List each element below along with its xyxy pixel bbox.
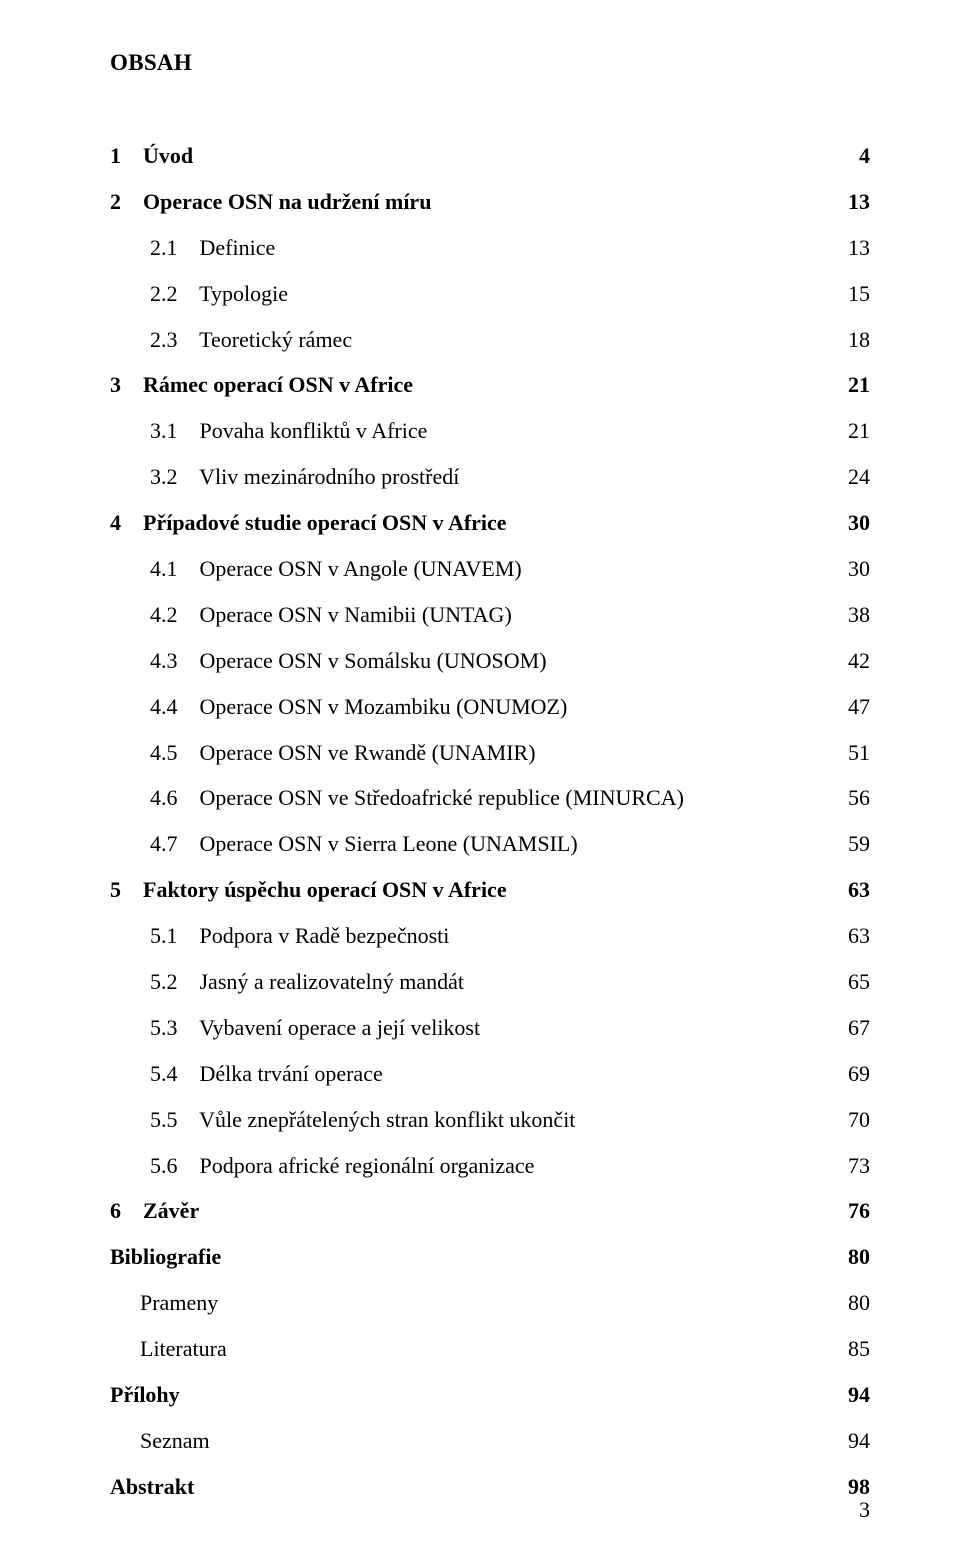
toc-row: 3 Rámec operací OSN v Africe 21 [110,369,870,401]
toc-entry-page: 13 [842,232,870,264]
toc-row: Literatura 85 [110,1333,870,1365]
toc-row: Přílohy 94 [110,1379,870,1411]
toc-row: 6 Závěr 76 [110,1195,870,1227]
toc-entry-label: 4.6 Operace OSN ve Středoafrické republi… [110,782,684,814]
toc-entry-page: 21 [842,415,870,447]
toc-row: Seznam 94 [110,1425,870,1457]
toc-row: 5.1 Podpora v Radě bezpečnosti 63 [110,920,870,952]
page-container: OBSAH 1 Úvod 4 2 Operace OSN na udržení mí… [0,0,960,1567]
toc-entry-label: 2.2 Typologie [110,278,288,310]
toc-entry-page: 69 [842,1058,870,1090]
toc-entry-page: 24 [842,461,870,493]
page-number: 3 [859,1497,870,1523]
toc-entry-page: 51 [842,737,870,769]
toc-entry-page: 30 [842,507,870,539]
toc-entry-label: 5.3 Vybavení operace a její velikost [110,1012,480,1044]
toc-row: 4 Případové studie operací OSN v Africe 3… [110,507,870,539]
toc-entry-page: 85 [842,1333,870,1365]
toc-entry-page: 76 [842,1195,870,1227]
toc-entry-label: 5.5 Vůle znepřátelených stran konflikt u… [110,1104,575,1136]
toc-entry-label: 5.1 Podpora v Radě bezpečnosti [110,920,449,952]
toc-entry-label: 3 Rámec operací OSN v Africe [110,369,413,401]
toc-row: 5.4 Délka trvání operace 69 [110,1058,870,1090]
toc-row: 2.3 Teoretický rámec 18 [110,324,870,356]
toc-entry-page: 67 [842,1012,870,1044]
toc-row: 4.3 Operace OSN v Somálsku (UNOSOM) 42 [110,645,870,677]
toc-entry-page: 4 [842,140,870,172]
toc-entry-page: 13 [842,186,870,218]
toc-row: Abstrakt98 [110,1471,870,1503]
toc-entry-label: 5.4 Délka trvání operace [110,1058,383,1090]
toc-entry-label: 6 Závěr [110,1195,199,1227]
toc-row: 2.1 Definice 13 [110,232,870,264]
toc-entry-page: 47 [842,691,870,723]
toc-entry-page: 94 [842,1379,870,1411]
toc-entry-page: 30 [842,553,870,585]
toc-title: OBSAH [110,50,870,76]
toc-entry-label: Seznam [110,1425,210,1457]
toc-entry-page: 63 [842,874,870,906]
toc-entry-page: 38 [842,599,870,631]
toc-list: 1 Úvod42 Operace OSN na udržení míru132.… [110,140,870,1503]
toc-entry-page: 73 [842,1150,870,1182]
toc-entry-label: 4.5 Operace OSN ve Rwandě (UNAMIR) [110,737,536,769]
toc-row: 2.2 Typologie 15 [110,278,870,310]
toc-row: 5 Faktory úspěchu operací OSN v Africe 63 [110,874,870,906]
toc-row: 3.1 Povaha konfliktů v Africe 21 [110,415,870,447]
toc-entry-label: 2.3 Teoretický rámec [110,324,352,356]
toc-entry-page: 21 [842,369,870,401]
toc-entry-label: Přílohy [110,1379,180,1411]
toc-row: Prameny 80 [110,1287,870,1319]
toc-row: 5.2 Jasný a realizovatelný mandát 65 [110,966,870,998]
toc-row: 5.3 Vybavení operace a její velikost 67 [110,1012,870,1044]
toc-entry-label: Abstrakt [110,1471,194,1503]
toc-entry-label: 5.2 Jasný a realizovatelný mandát [110,966,464,998]
toc-entry-label: Bibliografie [110,1241,221,1273]
toc-entry-label: 5.6 Podpora africké regionální organizac… [110,1150,534,1182]
toc-entry-page: 70 [842,1104,870,1136]
toc-entry-label: 4.1 Operace OSN v Angole (UNAVEM) [110,553,522,585]
toc-entry-label: 2.1 Definice [110,232,275,264]
toc-row: 2 Operace OSN na udržení míru 13 [110,186,870,218]
toc-row: Bibliografie 80 [110,1241,870,1273]
toc-row: 5.6 Podpora africké regionální organizac… [110,1150,870,1182]
toc-entry-label: 3.2 Vliv mezinárodního prostředí [110,461,459,493]
toc-row: 1 Úvod 4 [110,140,870,172]
toc-entry-label: 3.1 Povaha konfliktů v Africe [110,415,427,447]
toc-row: 3.2 Vliv mezinárodního prostředí 24 [110,461,870,493]
toc-row: 4.6 Operace OSN ve Středoafrické republi… [110,782,870,814]
toc-entry-label: 5 Faktory úspěchu operací OSN v Africe [110,874,507,906]
toc-row: 4.5 Operace OSN ve Rwandě (UNAMIR) 51 [110,737,870,769]
toc-entry-label: Literatura [110,1333,227,1365]
toc-entry-page: 15 [842,278,870,310]
toc-row: 5.5 Vůle znepřátelených stran konflikt u… [110,1104,870,1136]
toc-row: 4.1 Operace OSN v Angole (UNAVEM) 30 [110,553,870,585]
toc-entry-label: 2 Operace OSN na udržení míru [110,186,431,218]
toc-entry-label: 1 Úvod [110,140,193,172]
toc-entry-page: 65 [842,966,870,998]
toc-entry-page: 56 [842,782,870,814]
toc-entry-page: 42 [842,645,870,677]
toc-entry-page: 80 [842,1287,870,1319]
toc-entry-page: 59 [842,828,870,860]
toc-row: 4.4 Operace OSN v Mozambiku (ONUMOZ) 47 [110,691,870,723]
toc-row: 4.7 Operace OSN v Sierra Leone (UNAMSIL)… [110,828,870,860]
toc-row: 4.2 Operace OSN v Namibii (UNTAG) 38 [110,599,870,631]
toc-entry-page: 18 [842,324,870,356]
toc-entry-page: 80 [842,1241,870,1273]
toc-entry-label: 4.3 Operace OSN v Somálsku (UNOSOM) [110,645,547,677]
toc-entry-page: 94 [842,1425,870,1457]
toc-entry-label: 4.4 Operace OSN v Mozambiku (ONUMOZ) [110,691,567,723]
toc-entry-label: 4 Případové studie operací OSN v Africe [110,507,507,539]
toc-entry-label: 4.7 Operace OSN v Sierra Leone (UNAMSIL) [110,828,578,860]
toc-entry-label: 4.2 Operace OSN v Namibii (UNTAG) [110,599,512,631]
toc-entry-label: Prameny [110,1287,218,1319]
toc-entry-page: 63 [842,920,870,952]
